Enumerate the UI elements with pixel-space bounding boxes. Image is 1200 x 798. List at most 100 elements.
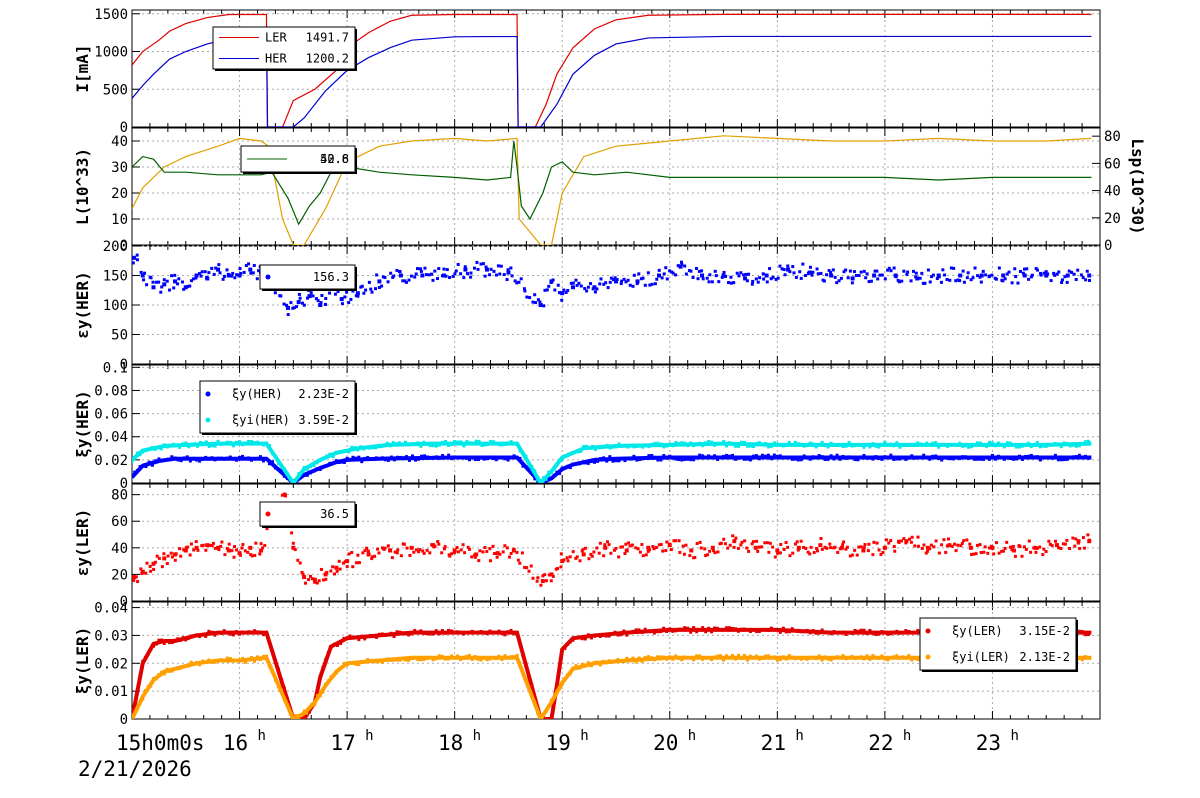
series-point [613,630,617,634]
series-point [513,279,517,283]
series-point [710,545,715,550]
series-point [736,653,740,657]
series-point [404,280,408,284]
series-point [194,273,199,278]
series-point [539,583,543,587]
series-point [483,443,487,447]
series-point [655,655,659,659]
series-point [530,694,534,698]
series-point [237,273,242,278]
series-point [556,567,560,571]
series-point [560,457,564,461]
series-point [231,271,235,275]
series-point [500,632,504,636]
series-point [386,657,390,661]
legend-value: 40.8 [320,152,349,166]
series-point [500,456,504,460]
series-point [282,698,286,702]
series-point [972,552,976,556]
series-point [521,670,525,674]
series-point [668,442,672,446]
series-point [282,302,286,306]
series-point [659,442,663,446]
series-point [1020,457,1024,461]
series-point [279,294,283,298]
series-point [847,455,851,459]
series-point [145,283,149,287]
series-point [922,543,926,547]
series-point [966,271,970,275]
series-point [447,628,451,632]
series-point [671,444,675,448]
series-point [859,443,863,447]
series-point [773,555,777,559]
x-hour-unit: h [688,728,696,744]
series-point [838,443,842,447]
series-point [473,457,477,461]
series-point [512,655,516,659]
series-point [895,654,899,658]
series-point [580,461,584,465]
series-point [244,441,248,445]
series-point [258,552,262,556]
series-point [801,262,805,266]
series-point [832,443,836,447]
series-point [568,640,572,644]
series-point [684,272,688,276]
series-point [1023,443,1027,447]
series-point [1016,281,1020,285]
series-point [556,283,560,287]
series-point [563,454,567,458]
series-point [728,655,732,659]
series-point [185,455,189,459]
series-point [769,277,773,281]
series-point [865,632,869,636]
series-point [611,445,615,449]
series-point [925,545,930,550]
series-point [393,550,397,554]
series-point [149,647,153,651]
series-point [222,658,226,662]
series-point [201,659,205,663]
series-point [343,295,347,299]
series-point [377,551,381,555]
series-point [316,687,320,691]
series-point [443,631,447,635]
series-point [629,457,633,461]
series-point [886,455,890,459]
series-point [1044,455,1048,459]
series-point [872,273,877,278]
series-point [144,448,148,452]
series-point [167,457,171,461]
series-point [897,280,901,284]
series-point [302,709,306,713]
series-point [609,551,613,555]
series-point [628,658,632,662]
series-point [586,285,590,289]
series-point [273,659,277,663]
series-point [255,440,259,444]
series-point [497,629,501,633]
series-point [160,638,164,642]
series-point [442,267,446,271]
series-point [294,714,298,718]
series-point [527,467,531,471]
y-axis-label: ξy(HER) [73,390,92,457]
series-point [613,276,617,280]
series-point [321,665,325,669]
series-point [436,540,440,544]
series-point [862,657,866,661]
series-point [476,267,480,271]
series-point [745,628,749,632]
series-point [1053,441,1057,445]
series-point [1044,550,1048,554]
series-point [982,550,986,554]
series-point [786,264,790,268]
series-point [434,629,438,633]
series-point [937,551,941,555]
series-point [196,444,200,448]
series-point [462,444,466,448]
series-point [979,280,983,284]
series-point [198,663,202,667]
series-point [798,270,802,274]
